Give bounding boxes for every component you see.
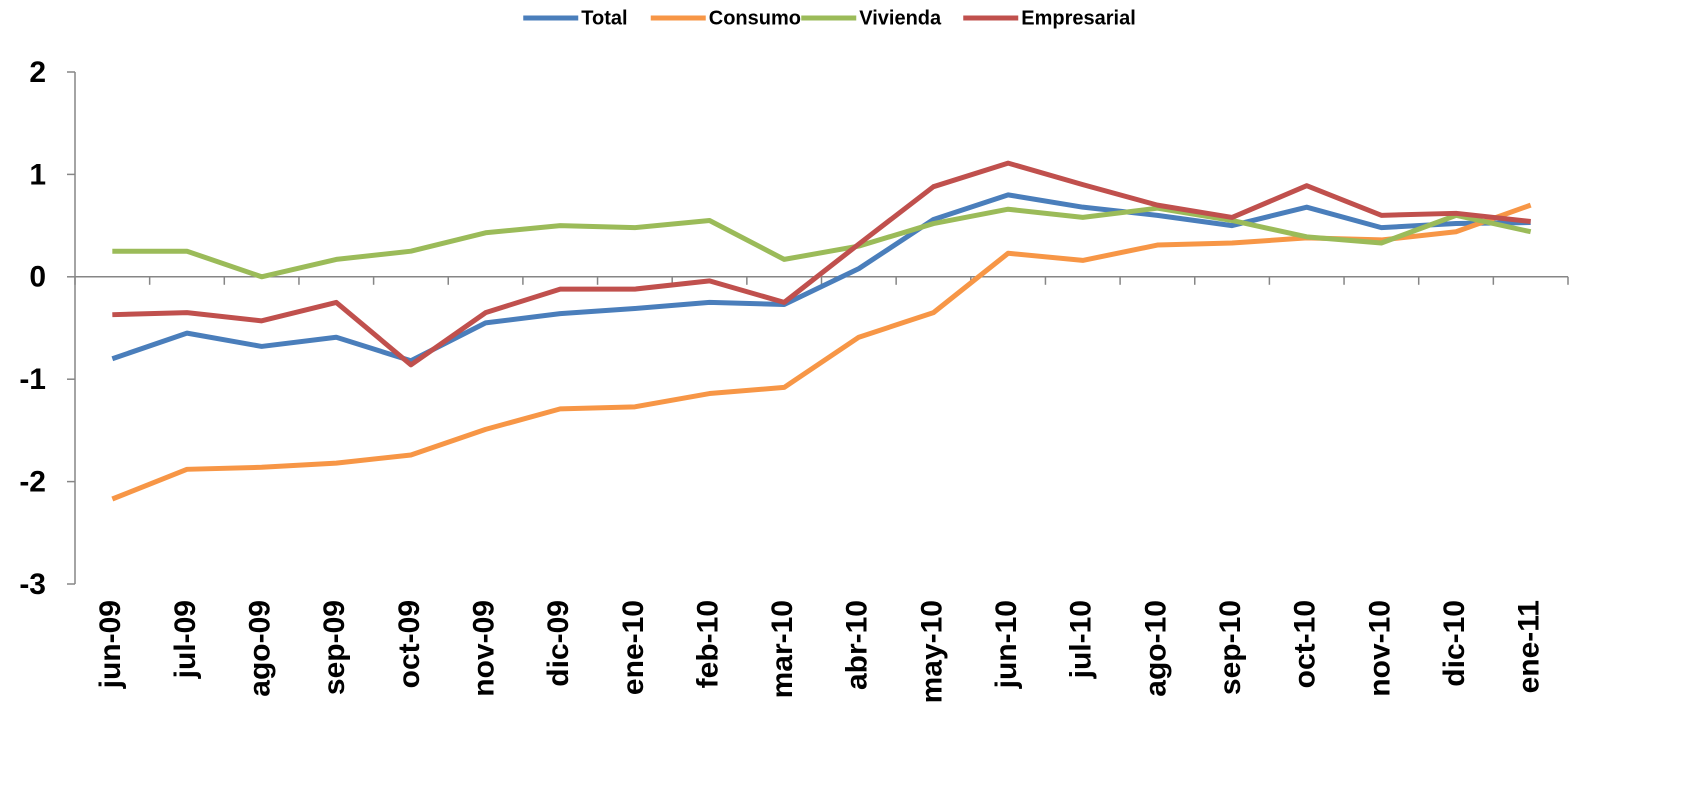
legend-label: Consumo bbox=[709, 7, 801, 29]
y-tick-label: -1 bbox=[19, 363, 46, 396]
x-tick-label: ago-09 bbox=[244, 600, 277, 697]
y-tick-label: 0 bbox=[29, 261, 46, 294]
line-series bbox=[111, 192, 1531, 364]
y-tick-label: 2 bbox=[29, 56, 46, 89]
x-tick-label: jun-09 bbox=[94, 600, 127, 689]
line-series bbox=[111, 202, 1532, 502]
x-tick-label: mar-10 bbox=[766, 600, 799, 698]
y-tick-label: -3 bbox=[19, 568, 46, 601]
x-tick-label: jul-10 bbox=[1065, 600, 1098, 679]
x-tick-label: nov-09 bbox=[467, 600, 500, 697]
x-tick-label: abr-10 bbox=[841, 600, 874, 690]
x-tick-label: ene-11 bbox=[1513, 600, 1546, 693]
y-tick-label: 1 bbox=[29, 158, 46, 191]
y-tick-label: -2 bbox=[19, 466, 46, 499]
x-tick-label: jun-10 bbox=[990, 600, 1023, 689]
x-tick-label: jul-09 bbox=[169, 600, 202, 679]
x-tick-label: dic-10 bbox=[1438, 600, 1471, 687]
x-tick-label: may-10 bbox=[915, 600, 948, 703]
legend-label: Total bbox=[581, 7, 627, 29]
x-tick-label: sep-10 bbox=[1214, 600, 1247, 695]
x-tick-label: dic-09 bbox=[542, 600, 575, 687]
x-tick-label: ago-10 bbox=[1139, 600, 1172, 697]
x-tick-label: ene-10 bbox=[617, 600, 650, 695]
x-tick-label: oct-09 bbox=[393, 600, 426, 688]
x-tick-label: oct-10 bbox=[1289, 600, 1322, 688]
x-tick-label: feb-10 bbox=[691, 600, 724, 688]
legend-label: Vivienda bbox=[859, 7, 942, 29]
line-series bbox=[112, 160, 1531, 368]
x-tick-label: sep-09 bbox=[318, 600, 351, 695]
line-series bbox=[112, 205, 1532, 280]
x-tick-label: nov-10 bbox=[1363, 600, 1396, 697]
legend-label: Empresarial bbox=[1021, 7, 1136, 29]
